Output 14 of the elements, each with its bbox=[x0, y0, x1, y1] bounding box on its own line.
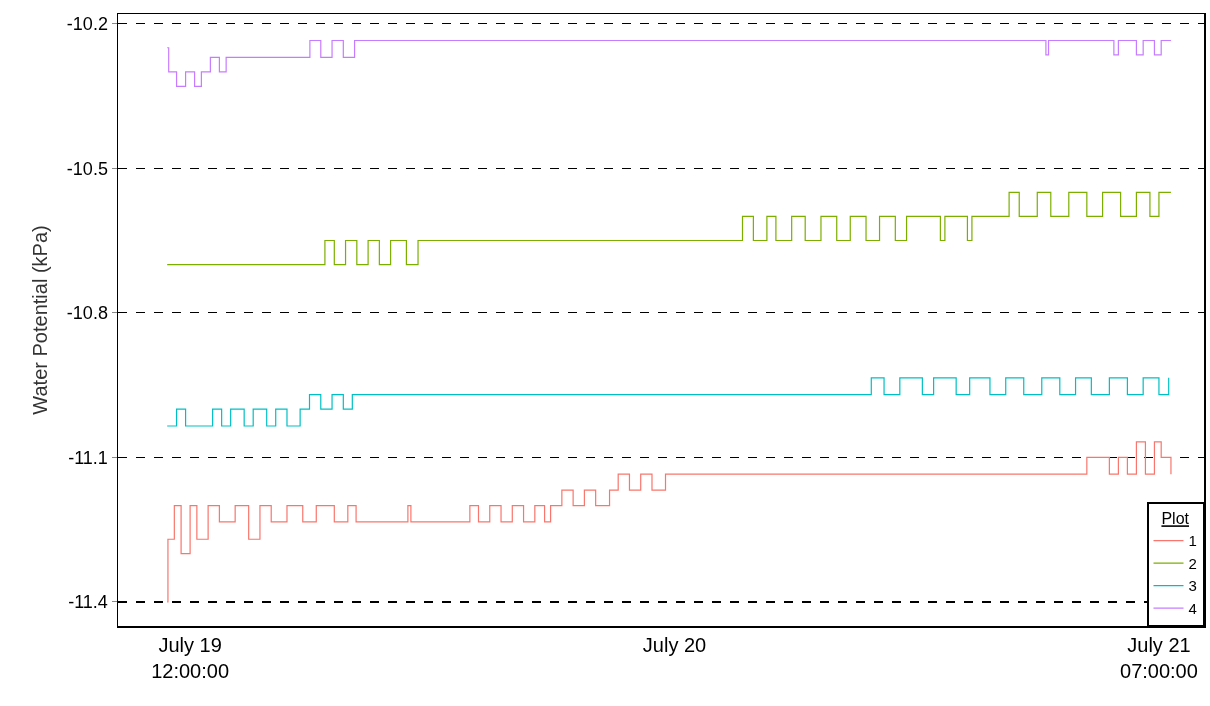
y-tick-label: -11.1 bbox=[68, 447, 108, 468]
legend-label: 3 bbox=[1188, 577, 1197, 595]
legend-label: 2 bbox=[1188, 554, 1197, 572]
x-tick-label: July 19 12:00:00 bbox=[151, 633, 230, 682]
legend-title: Plot bbox=[1161, 510, 1190, 528]
x-tick-label: July 20 bbox=[642, 633, 707, 656]
legend-label: 1 bbox=[1188, 532, 1197, 550]
y-tick-label: -11.4 bbox=[68, 592, 108, 613]
y-tick-label: -10.8 bbox=[66, 303, 108, 324]
y-tick-label: -10.5 bbox=[66, 158, 108, 179]
y-tick-label: -10.2 bbox=[66, 13, 108, 34]
legend-label: 4 bbox=[1188, 599, 1197, 617]
x-tick-label: July 21 07:00:00 bbox=[1120, 633, 1198, 682]
y-axis-title: Water Potential (kPa) bbox=[28, 225, 51, 415]
